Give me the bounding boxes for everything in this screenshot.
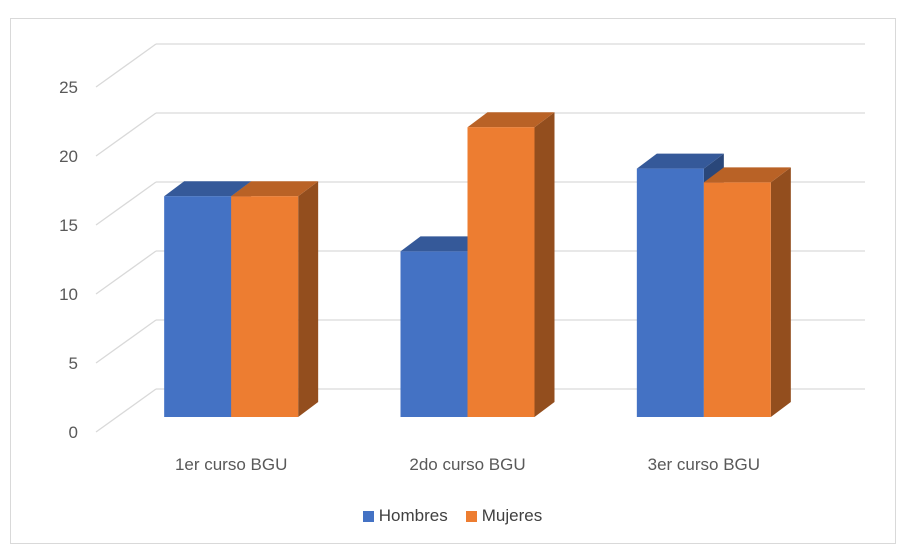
gridline-diagonal-3 xyxy=(95,181,157,226)
gridline-diagonal-0 xyxy=(95,388,157,433)
x-tick-label-1: 1er curso BGU xyxy=(175,455,287,474)
bar-2-3-top xyxy=(703,167,791,183)
y-tick-label-1: 5 xyxy=(69,354,78,373)
x-tick-label-3: 3er curso BGU xyxy=(648,455,760,474)
bar-2-2-top xyxy=(467,112,555,128)
bar-2-3 xyxy=(703,182,771,417)
chart-legend: Hombres Mujeres xyxy=(0,506,905,526)
bar-2-1 xyxy=(231,196,299,417)
legend-item-series-1: Hombres xyxy=(362,506,448,526)
y-tick-label-0: 0 xyxy=(69,423,78,442)
bar-2-1-top xyxy=(231,181,319,197)
bar-1-2 xyxy=(400,251,468,417)
gridline-diagonal-1 xyxy=(95,319,157,364)
legend-label-series-2: Mujeres xyxy=(481,506,543,525)
bar-1-2-top xyxy=(400,236,488,252)
bar-2-2-side xyxy=(534,112,555,417)
bar-2-3-side xyxy=(770,167,791,417)
y-tick-label-4: 20 xyxy=(59,147,78,166)
gridline-diagonal-2 xyxy=(95,250,157,295)
legend-swatch-series-2 xyxy=(465,510,477,522)
legend-item-series-2: Mujeres xyxy=(465,506,543,526)
legend-swatch-series-1 xyxy=(362,510,374,522)
y-tick-label-2: 10 xyxy=(59,285,78,304)
gridline-diagonal-5 xyxy=(95,43,157,88)
bar-1-3 xyxy=(636,168,704,417)
y-tick-label-3: 15 xyxy=(59,216,78,235)
legend-label-series-1: Hombres xyxy=(378,506,448,525)
bar-1-3-top xyxy=(636,153,724,169)
bar-2-2 xyxy=(467,127,535,417)
bar-1-1-top xyxy=(164,181,252,197)
bar-1-1 xyxy=(164,196,232,417)
gridline-diagonal-4 xyxy=(95,112,157,157)
y-tick-label-5: 25 xyxy=(59,78,78,97)
bar-2-1-side xyxy=(298,181,319,417)
x-tick-label-2: 2do curso BGU xyxy=(409,455,525,474)
